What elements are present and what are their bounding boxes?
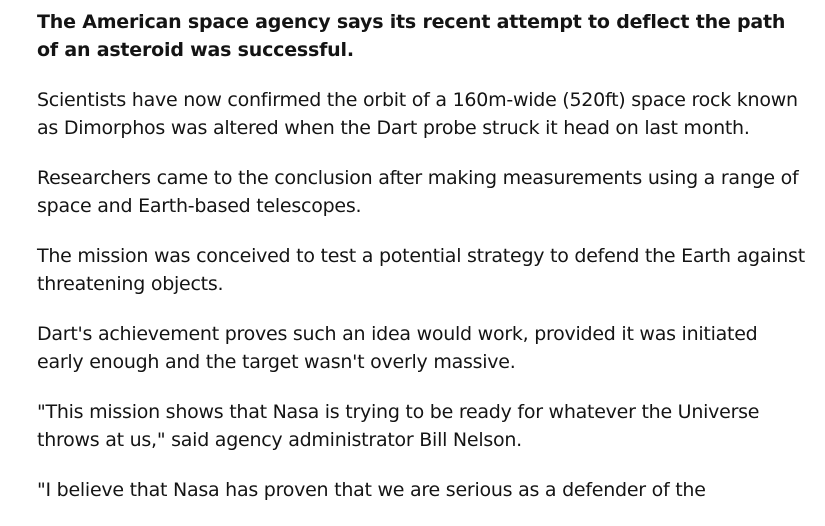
article-paragraph: "This mission shows that Nasa is trying … [37,401,760,451]
article-paragraph: "I believe that Nasa has proven that we … [37,479,706,501]
article-paragraph: Scientists have now confirmed the orbit … [37,89,798,139]
article-lead: The American space agency says its recen… [37,11,786,61]
article-body: The American space agency says its recen… [37,8,807,526]
article-paragraph: Researchers came to the conclusion after… [37,167,799,217]
article-paragraph: Dart's achievement proves such an idea w… [37,323,758,373]
article-paragraph: The mission was conceived to test a pote… [37,245,805,295]
